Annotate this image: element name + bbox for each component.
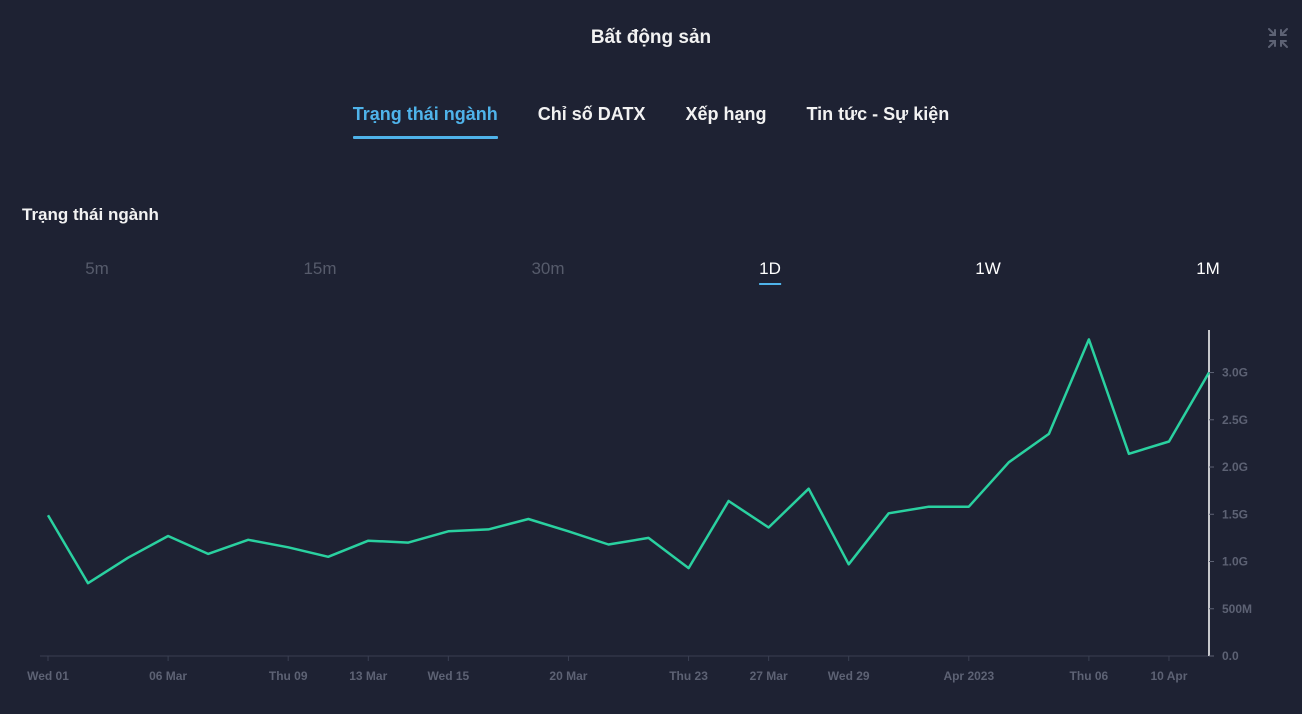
x-tick-label: 10 Apr (1151, 669, 1188, 683)
x-tick-label: Thu 06 (1070, 669, 1109, 683)
x-tick-label: Thu 23 (669, 669, 708, 683)
tab-bar: Trạng thái ngành Chỉ số DATX Xếp hạng Ti… (0, 104, 1302, 139)
x-tick-label: Thu 09 (269, 669, 308, 683)
series-line (46, 338, 1211, 585)
tab-industry-status[interactable]: Trạng thái ngành (352, 104, 498, 139)
tab-datx-index[interactable]: Chỉ số DATX (537, 104, 646, 124)
y-tick-label: 1.0G (1222, 555, 1248, 569)
y-tick-label: 2.0G (1222, 460, 1248, 474)
x-tick-label: Wed 15 (427, 669, 469, 683)
page-title: Bất động sản (590, 27, 712, 48)
tab-news-events[interactable]: Tin tức - Sự kiện (806, 104, 950, 124)
collapse-button[interactable] (1266, 26, 1290, 50)
x-tick-label: 06 Mar (149, 669, 187, 683)
timeframe-5m[interactable]: 5m (85, 259, 109, 278)
timeframe-1w[interactable]: 1W (975, 259, 1001, 278)
timeframe-15m[interactable]: 15m (303, 259, 337, 278)
y-tick-label: 500M (1222, 602, 1252, 616)
y-tick-label: 3.0G (1222, 366, 1248, 380)
x-tick-label: Wed 01 (27, 669, 69, 683)
y-tick-label: 2.5G (1222, 413, 1248, 427)
x-tick-label: Apr 2023 (943, 669, 994, 683)
x-tick-label: 27 Mar (750, 669, 788, 683)
collapse-arrows-icon (1268, 28, 1288, 48)
y-tick-label: 0.0 (1222, 649, 1239, 663)
tab-ranking[interactable]: Xếp hạng (685, 104, 767, 124)
timeframe-1d[interactable]: 1D (759, 259, 781, 285)
section-title: Trạng thái ngành (22, 205, 159, 224)
x-tick-label: 20 Mar (549, 669, 587, 683)
timeframe-30m[interactable]: 30m (531, 259, 565, 278)
x-tick-label: 13 Mar (349, 669, 387, 683)
x-tick-label: Wed 29 (828, 669, 870, 683)
timeframe-1m[interactable]: 1M (1196, 259, 1220, 278)
y-tick-label: 1.5G (1222, 507, 1248, 521)
